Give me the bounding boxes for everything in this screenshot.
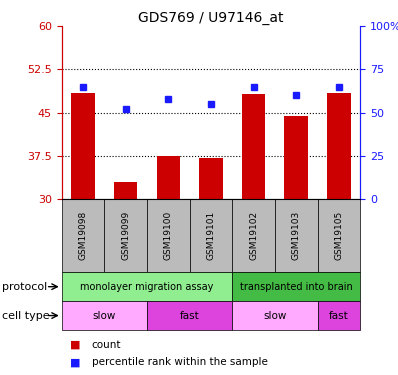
Text: protocol: protocol bbox=[2, 282, 47, 292]
Bar bbox=[318, 301, 360, 330]
Text: count: count bbox=[92, 340, 121, 350]
Bar bbox=[232, 272, 360, 301]
Text: GSM19099: GSM19099 bbox=[121, 211, 130, 260]
Bar bbox=[318, 199, 360, 272]
Text: fast: fast bbox=[329, 310, 349, 321]
Bar bbox=[62, 301, 147, 330]
Bar bbox=[62, 199, 104, 272]
Bar bbox=[189, 199, 232, 272]
Text: GSM19102: GSM19102 bbox=[249, 211, 258, 260]
Bar bbox=[275, 199, 318, 272]
Text: GSM19105: GSM19105 bbox=[334, 211, 343, 260]
Bar bbox=[114, 182, 137, 199]
Bar bbox=[147, 301, 232, 330]
Text: fast: fast bbox=[180, 310, 199, 321]
Text: percentile rank within the sample: percentile rank within the sample bbox=[92, 357, 267, 368]
Bar bbox=[232, 199, 275, 272]
Text: cell type: cell type bbox=[2, 310, 50, 321]
Bar bbox=[285, 116, 308, 199]
Text: GSM19103: GSM19103 bbox=[292, 211, 301, 260]
Text: slow: slow bbox=[93, 310, 116, 321]
Text: GSM19101: GSM19101 bbox=[207, 211, 215, 260]
Bar bbox=[147, 199, 189, 272]
Text: GSM19100: GSM19100 bbox=[164, 211, 173, 260]
Bar bbox=[232, 301, 318, 330]
Text: ■: ■ bbox=[70, 340, 80, 350]
Text: ■: ■ bbox=[70, 357, 80, 368]
Text: transplanted into brain: transplanted into brain bbox=[240, 282, 353, 292]
Text: slow: slow bbox=[263, 310, 287, 321]
Text: monolayer migration assay: monolayer migration assay bbox=[80, 282, 214, 292]
Bar bbox=[156, 156, 180, 199]
Bar bbox=[62, 272, 232, 301]
Title: GDS769 / U97146_at: GDS769 / U97146_at bbox=[138, 11, 284, 25]
Bar bbox=[199, 158, 222, 199]
Bar bbox=[71, 93, 95, 199]
Bar bbox=[104, 199, 147, 272]
Bar bbox=[327, 93, 351, 199]
Text: GSM19098: GSM19098 bbox=[78, 211, 88, 260]
Bar bbox=[242, 94, 265, 199]
